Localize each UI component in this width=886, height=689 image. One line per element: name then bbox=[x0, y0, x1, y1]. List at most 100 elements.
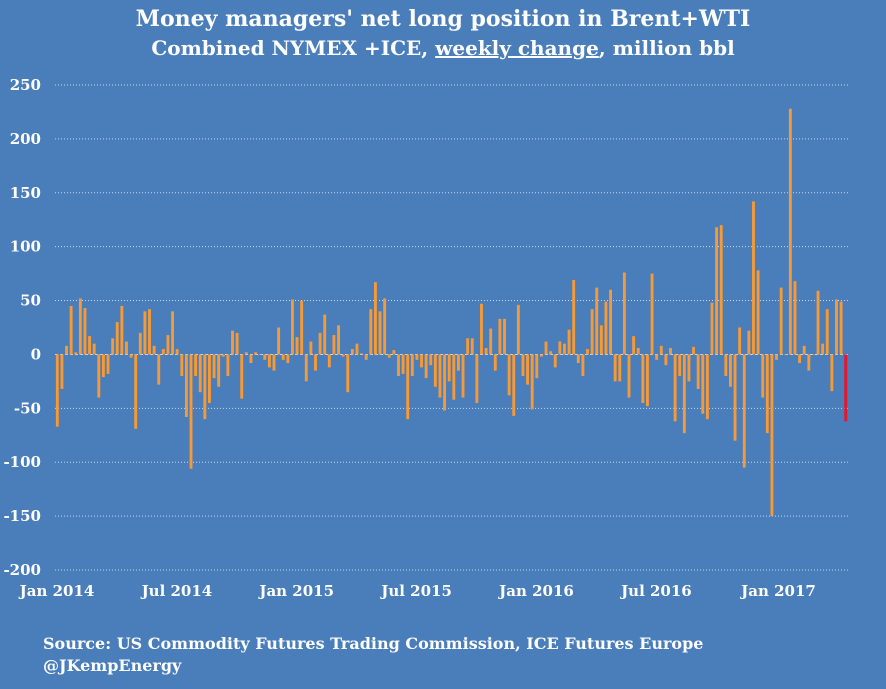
bar bbox=[134, 354, 138, 429]
bar bbox=[392, 350, 396, 355]
bar bbox=[641, 354, 645, 403]
bar bbox=[166, 335, 170, 355]
bar bbox=[807, 354, 811, 371]
bar bbox=[752, 201, 755, 355]
bar bbox=[613, 354, 617, 382]
bar bbox=[387, 354, 391, 358]
bar bbox=[793, 281, 797, 355]
bar bbox=[203, 354, 207, 420]
bar bbox=[97, 354, 101, 398]
bar bbox=[401, 354, 405, 374]
bar bbox=[286, 354, 290, 364]
bars bbox=[55, 108, 848, 517]
bar bbox=[443, 354, 447, 411]
bar bbox=[821, 343, 825, 355]
bar bbox=[438, 354, 442, 398]
bar bbox=[341, 354, 345, 357]
bar bbox=[687, 354, 691, 382]
bar bbox=[507, 354, 511, 396]
x-tick-label: Jul 2015 bbox=[379, 582, 452, 600]
y-tick-label: -100 bbox=[3, 453, 41, 471]
bar bbox=[719, 225, 723, 355]
bar bbox=[682, 354, 686, 434]
bar bbox=[839, 301, 843, 355]
bar bbox=[235, 332, 239, 355]
y-axis-ticks: 250 200 150 100 50 0 -50 -100 -150 -200 bbox=[3, 76, 41, 579]
bar bbox=[309, 341, 313, 355]
bar bbox=[318, 332, 322, 355]
bar bbox=[461, 354, 465, 398]
bar bbox=[74, 352, 78, 355]
bar bbox=[484, 347, 488, 355]
bar bbox=[595, 287, 599, 355]
bar bbox=[655, 354, 659, 360]
bar bbox=[263, 354, 267, 360]
bar bbox=[724, 354, 728, 376]
bar bbox=[784, 354, 788, 356]
bar bbox=[410, 354, 414, 376]
y-tick-label: 50 bbox=[20, 292, 41, 310]
bar bbox=[733, 354, 737, 441]
y-tick-label: 0 bbox=[31, 345, 41, 363]
bar bbox=[217, 354, 221, 387]
bar bbox=[101, 354, 105, 378]
bar bbox=[586, 349, 589, 355]
bar bbox=[802, 345, 806, 355]
bar bbox=[337, 325, 340, 355]
bar bbox=[539, 354, 543, 357]
bar bbox=[304, 354, 308, 382]
bar bbox=[198, 354, 202, 393]
bar bbox=[558, 341, 562, 355]
bar bbox=[383, 298, 387, 355]
author-handle: @JKempEnergy bbox=[43, 656, 182, 675]
bar bbox=[710, 302, 714, 355]
bar bbox=[120, 305, 124, 355]
bar bbox=[779, 287, 783, 355]
bar bbox=[456, 354, 460, 371]
bar bbox=[180, 354, 184, 376]
y-tick-label: -150 bbox=[3, 507, 41, 525]
bar bbox=[332, 335, 336, 355]
y-tick-label: -50 bbox=[14, 399, 41, 417]
bar bbox=[129, 354, 133, 358]
bar bbox=[175, 349, 179, 355]
bar bbox=[729, 354, 732, 387]
bar bbox=[111, 338, 115, 355]
bar bbox=[475, 354, 479, 403]
bar bbox=[355, 343, 359, 355]
bar bbox=[581, 354, 585, 376]
bar bbox=[60, 354, 64, 389]
y-tick-label: 150 bbox=[10, 184, 41, 202]
bar bbox=[576, 354, 580, 364]
bar bbox=[397, 354, 400, 376]
x-tick-label: Jul 2014 bbox=[140, 582, 213, 600]
bar bbox=[55, 354, 59, 427]
bar bbox=[208, 354, 211, 403]
subtitle-part-1: Combined NYMEX +ICE, bbox=[151, 36, 436, 60]
bar bbox=[106, 354, 110, 374]
x-tick-label: Jan 2017 bbox=[739, 582, 816, 600]
bar bbox=[563, 343, 566, 355]
bar bbox=[530, 354, 534, 410]
bar bbox=[314, 354, 317, 371]
bar bbox=[825, 309, 829, 355]
bar bbox=[83, 308, 87, 355]
bar bbox=[323, 314, 327, 355]
bar bbox=[526, 354, 529, 385]
bar bbox=[212, 354, 216, 379]
bar bbox=[152, 345, 156, 355]
bar bbox=[424, 354, 428, 379]
bar bbox=[816, 290, 820, 355]
y-tick-label: -200 bbox=[3, 561, 41, 579]
x-tick-label: Jan 2016 bbox=[497, 582, 574, 600]
bar bbox=[327, 354, 331, 368]
bar bbox=[157, 354, 161, 385]
bar bbox=[244, 352, 248, 355]
bar bbox=[844, 354, 848, 422]
bar bbox=[618, 354, 622, 382]
y-tick-label: 100 bbox=[10, 238, 41, 256]
bar bbox=[701, 354, 705, 414]
bar bbox=[489, 328, 493, 355]
subtitle-part-3: , million bbl bbox=[598, 36, 735, 60]
